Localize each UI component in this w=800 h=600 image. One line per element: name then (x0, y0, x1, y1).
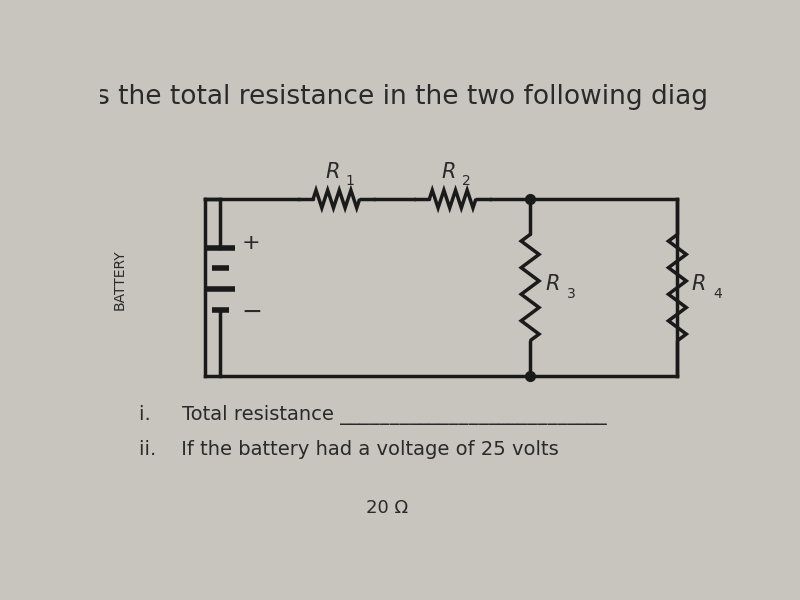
Text: R: R (442, 162, 456, 182)
Text: −: − (242, 300, 263, 324)
Text: 2: 2 (462, 174, 471, 188)
Text: 20 Ω: 20 Ω (366, 499, 408, 517)
Text: 3: 3 (567, 287, 576, 301)
Text: s the total resistance in the two following diag: s the total resistance in the two follow… (96, 83, 708, 110)
Text: ii.    If the battery had a voltage of 25 volts: ii. If the battery had a voltage of 25 v… (138, 440, 558, 459)
Text: R: R (691, 274, 706, 294)
Text: 1: 1 (346, 174, 354, 188)
Text: BATTERY: BATTERY (112, 250, 126, 310)
Text: +: + (242, 233, 261, 253)
Text: i.     Total resistance ___________________________: i. Total resistance ____________________… (138, 404, 606, 425)
Text: 4: 4 (713, 287, 722, 301)
Text: R: R (546, 274, 560, 294)
Text: R: R (326, 162, 340, 182)
